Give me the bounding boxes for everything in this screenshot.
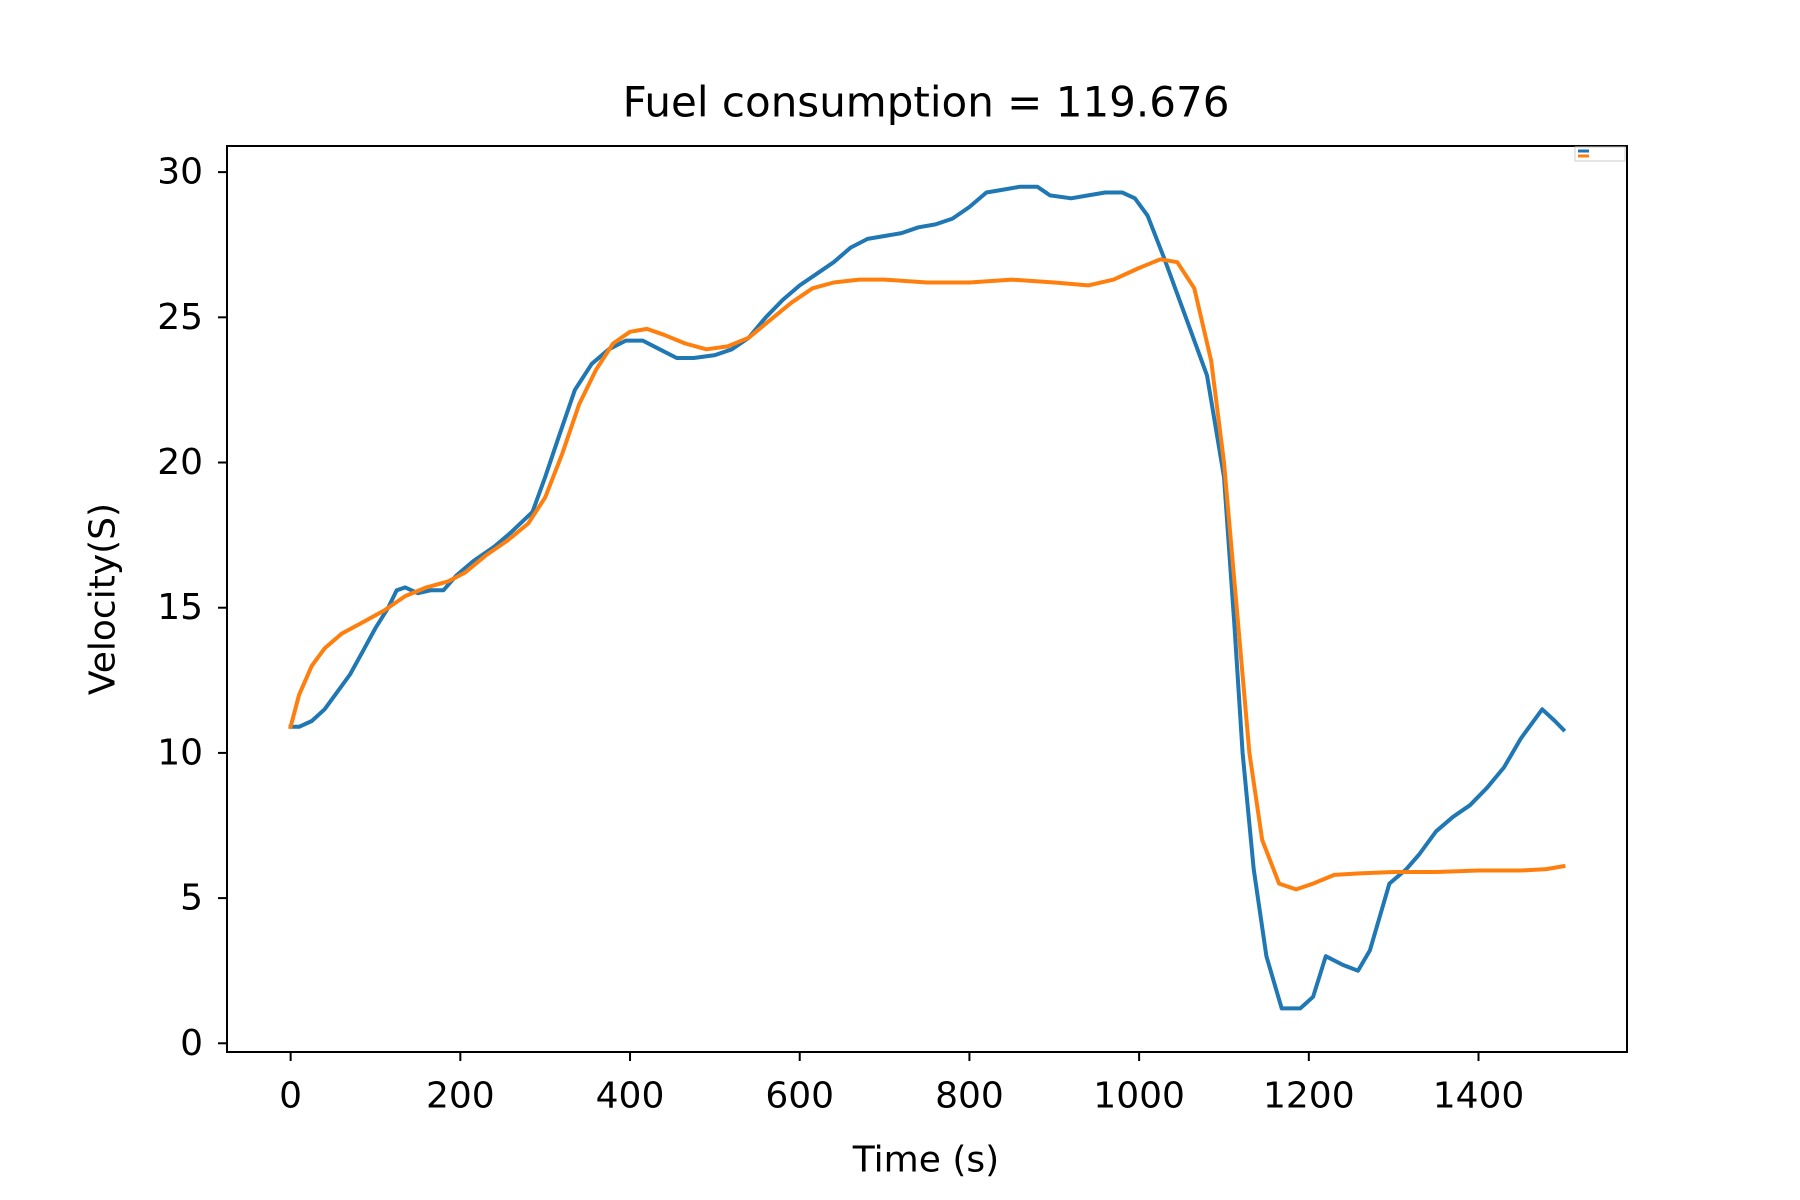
x-tick-label: 1000 [1093,1076,1185,1117]
plot-area [288,184,1567,1011]
series-line-1 [288,184,1567,1011]
axes-frame [226,145,1628,1053]
y-tick-label: 20 [157,442,203,483]
x-tick-label: 1400 [1433,1076,1525,1117]
x-tick-label: 200 [426,1076,495,1117]
y-tick-label: 5 [180,878,203,919]
series-line-2 [288,257,1566,892]
x-axis-label: Time (s) [852,1140,999,1181]
y-tick-label: 25 [157,297,203,338]
chart-title: Fuel consumption = 119.676 [623,78,1230,127]
x-tick-label: 600 [765,1076,834,1117]
legend-box [1574,146,1626,162]
y-tick-label: 30 [157,152,203,193]
x-tick-label: 0 [279,1076,302,1117]
y-axis-label: Velocity(S) [83,503,124,695]
x-tick-label: 400 [596,1076,665,1117]
y-axis: 0 5 10 15 20 25 30 [157,152,227,1064]
y-tick-label: 15 [157,587,203,628]
legend [1574,146,1626,162]
x-tick-label: 1200 [1263,1076,1355,1117]
x-tick-label: 800 [935,1076,1004,1117]
y-tick-label: 0 [180,1023,203,1064]
y-tick-label: 10 [157,732,203,773]
x-axis: 0 200 400 600 800 1000 1200 1400 [279,1052,1524,1117]
